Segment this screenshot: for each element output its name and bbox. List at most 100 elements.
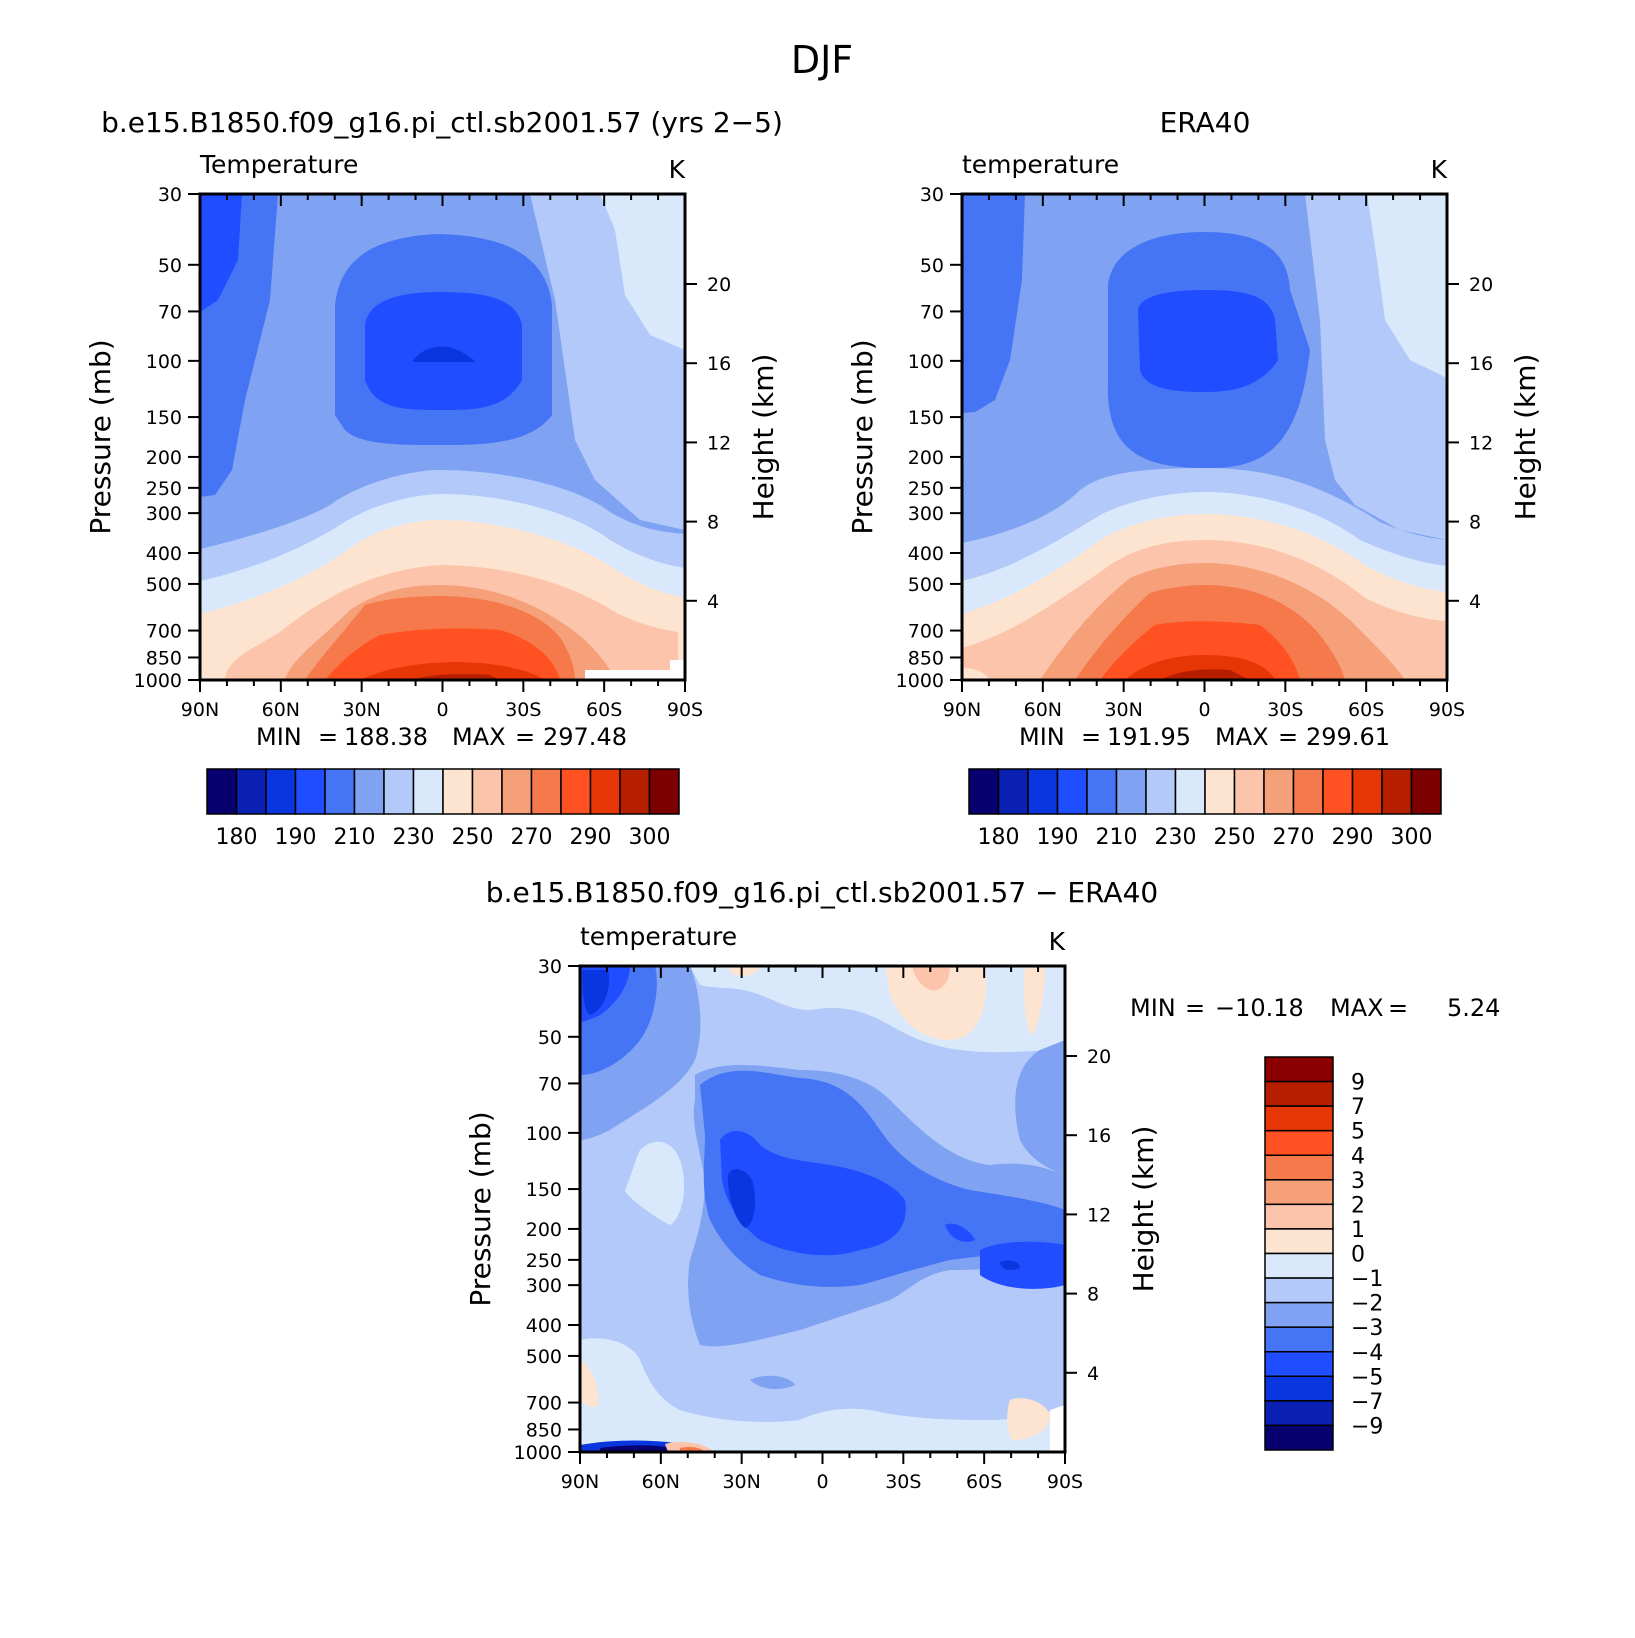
- height-tick-label: 16: [707, 353, 731, 375]
- colorbar-label: 2: [1351, 1193, 1365, 1218]
- y-tick-label: 700: [146, 621, 182, 643]
- colorbar-swatch: [1410, 768, 1442, 815]
- y-tick-label: 250: [908, 478, 944, 500]
- height-tick-label: 8: [1469, 512, 1481, 534]
- colorbar-swatch: [1322, 768, 1354, 815]
- x-tick-label: 30S: [885, 1471, 921, 1493]
- colorbar-swatch: [442, 768, 474, 815]
- y-tick-label: 250: [526, 1250, 562, 1272]
- y-tick-label: 1000: [134, 670, 182, 692]
- colorbar-label: 230: [1155, 825, 1197, 850]
- colorbar-swatch: [383, 768, 415, 815]
- contour-band: [580, 1338, 1065, 1452]
- colorbar-swatch: [265, 768, 297, 815]
- panel-title: ERA40: [1160, 106, 1251, 139]
- colorbar-swatch: [206, 768, 238, 815]
- colorbar-label: 0: [1351, 1243, 1365, 1268]
- y-tick-label: 200: [146, 447, 182, 469]
- x-axis-ticks: 90N 60N 30N 0 30S 60S 90S: [943, 194, 1465, 721]
- stats-max-value: 299.61: [1306, 723, 1390, 751]
- colorbar-swatch: [1264, 1228, 1334, 1255]
- height-axis-ticks: 20 16 12 8 4: [1447, 274, 1493, 613]
- colorbar-swatch: [619, 768, 651, 815]
- x-tick-label: 90S: [1429, 699, 1465, 721]
- stats-max-label: MAX: [452, 723, 506, 751]
- y-tick-label: 150: [908, 407, 944, 429]
- colorbar-swatch: [1027, 768, 1059, 815]
- height-tick-label: 16: [1087, 1125, 1111, 1147]
- y-tick-label: 70: [538, 1073, 562, 1095]
- x-tick-label: 30N: [342, 699, 380, 721]
- colorbar-swatch: [1263, 768, 1295, 815]
- colorbar-label: 290: [1332, 825, 1374, 850]
- contour-band: [580, 1360, 599, 1408]
- stats-eq: =: [1185, 994, 1205, 1022]
- stats-eq: =: [1081, 723, 1101, 751]
- panel-obs: ERA40 temperature K 90N 60N 30N 0 30S 60S 90S …: [846, 106, 1542, 850]
- stats-line: MIN = −10.18 MAX = 5.24: [1130, 994, 1500, 1022]
- colorbar-label: 190: [275, 825, 317, 850]
- panel-units-label: K: [669, 155, 686, 184]
- stats-eq: =: [515, 723, 535, 751]
- contour-band: [750, 1375, 795, 1390]
- height-tick-label: 8: [707, 512, 719, 534]
- panel-model: b.e15.B1850.f09_g16.pi_ctl.sb2001.57 (yr…: [84, 106, 783, 850]
- x-tick-label: 60S: [966, 1471, 1002, 1493]
- stats-max-value: 5.24: [1447, 994, 1500, 1022]
- x-tick-label: 60N: [262, 699, 300, 721]
- height-tick-label: 20: [1469, 274, 1493, 296]
- x-tick-label: 60N: [1024, 699, 1062, 721]
- panel-title: b.e15.B1850.f09_g16.pi_ctl.sb2001.57 (yr…: [101, 106, 783, 139]
- colorbar-label: 5: [1351, 1120, 1365, 1145]
- y-tick-label: 1000: [514, 1442, 562, 1464]
- y-tick-label: 300: [526, 1275, 562, 1297]
- colorbar-swatch: [1264, 1351, 1334, 1378]
- contour-band: [1050, 1405, 1065, 1452]
- x-tick-label: 0: [436, 699, 448, 721]
- x-axis-ticks: 90N 60N 30N 0 30S 60S 90S: [181, 194, 703, 721]
- colorbar-label: −3: [1351, 1316, 1383, 1341]
- colorbar-label: −5: [1351, 1365, 1383, 1390]
- colorbar-swatch: [294, 768, 326, 815]
- contour-band: [912, 966, 950, 991]
- contour-band: [728, 1168, 756, 1228]
- height-tick-label: 12: [707, 432, 731, 454]
- colorbar-swatch: [1264, 1301, 1334, 1328]
- missing-data: [670, 660, 685, 680]
- y-tick-label: 1000: [896, 670, 944, 692]
- y-tick-label: 850: [908, 647, 944, 669]
- x-tick-label: 90S: [667, 699, 703, 721]
- contour-field: [580, 966, 1065, 1452]
- colorbar-label: −4: [1351, 1341, 1383, 1366]
- colorbar-swatch: [1264, 1056, 1334, 1083]
- colorbar-swatch: [1292, 768, 1324, 815]
- colorbar-swatch: [1264, 1080, 1334, 1107]
- panel-units-label: K: [1049, 927, 1066, 956]
- panel-left-label: temperature: [962, 150, 1119, 179]
- x-tick-label: 0: [816, 1471, 828, 1493]
- contour-band: [600, 194, 685, 350]
- x-tick-label: 0: [1198, 699, 1210, 721]
- contour-band: [1007, 1398, 1050, 1440]
- colorbar-label: 1: [1351, 1218, 1365, 1243]
- stats-eq: =: [1388, 994, 1408, 1022]
- y-tick-label: 200: [526, 1219, 562, 1241]
- colorbar-label: 300: [1391, 825, 1433, 850]
- y-tick-label: 500: [146, 574, 182, 596]
- y-tick-label: 300: [146, 503, 182, 525]
- y-tick-label: 500: [526, 1346, 562, 1368]
- stats-min-label: MIN: [1019, 723, 1065, 751]
- colorbar-swatch: [235, 768, 267, 815]
- colorbar-label: −2: [1351, 1292, 1383, 1317]
- colorbar-label: 270: [511, 825, 553, 850]
- y-tick-label: 250: [146, 478, 182, 500]
- colorbar-swatch: [589, 768, 621, 815]
- colorbar-swatch: [471, 768, 503, 815]
- y-axis-right-label: Height (km): [747, 354, 780, 521]
- height-axis-ticks: 20 16 12 8 4: [1065, 1046, 1111, 1385]
- contour-band: [962, 194, 1025, 413]
- colorbar-swatch: [1264, 1154, 1334, 1181]
